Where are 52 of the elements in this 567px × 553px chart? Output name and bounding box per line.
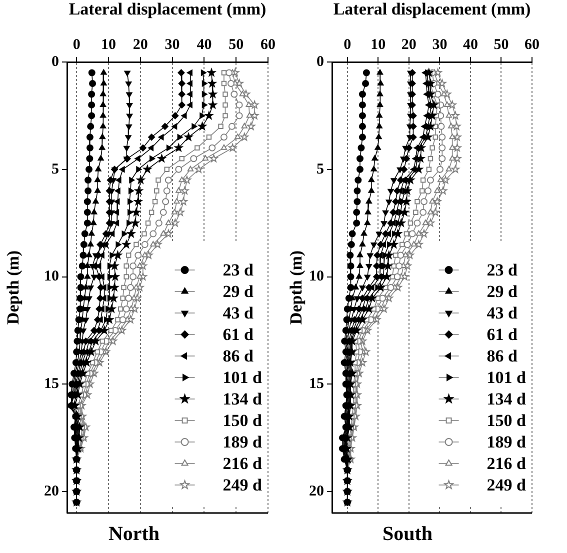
legend-label: 86 d bbox=[222, 346, 254, 366]
x-tick-label: 0 bbox=[344, 36, 352, 53]
legend-label: 134 d bbox=[486, 389, 527, 408]
legend-label: 150 d bbox=[222, 410, 263, 430]
x-tick-label: 50 bbox=[228, 36, 244, 53]
legend-label: 101 d bbox=[486, 368, 527, 387]
legend-label: 189 d bbox=[486, 432, 527, 452]
legend-label: 216 d bbox=[486, 454, 527, 473]
x-axis-title: Lateral displacement (mm) bbox=[333, 0, 531, 19]
legend-label: 61 d bbox=[486, 324, 518, 344]
x-tick-label: 20 bbox=[401, 36, 416, 53]
legend-label: 134 d bbox=[222, 389, 263, 408]
x-tick-label: 0 bbox=[72, 36, 80, 53]
x-tick-label: 10 bbox=[100, 36, 116, 53]
legend-label: 43 d bbox=[486, 303, 518, 322]
x-tick-label: 60 bbox=[524, 36, 540, 53]
x-tick-label: 50 bbox=[494, 36, 509, 53]
y-tick-label: 0 bbox=[52, 54, 59, 70]
x-tick-label: 40 bbox=[462, 36, 478, 53]
legend-label: 150 d bbox=[486, 410, 527, 430]
y-tick-label: 0 bbox=[316, 54, 324, 70]
x-tick-label: 30 bbox=[164, 36, 180, 53]
legend-label: 216 d bbox=[222, 454, 263, 473]
x-tick-label: 40 bbox=[196, 36, 212, 53]
y-tick-label: 10 bbox=[44, 268, 59, 285]
y-tick-label: 5 bbox=[52, 161, 59, 178]
text: North bbox=[108, 523, 160, 546]
y-axis-title: Depth (m) bbox=[286, 250, 306, 325]
x-tick-label: 30 bbox=[432, 36, 448, 53]
y-tick-label: 15 bbox=[309, 376, 324, 392]
legend-label: 23 d bbox=[222, 260, 254, 280]
y-tick-label: 20 bbox=[44, 483, 59, 500]
x-axis-title: Lateral displacement (mm) bbox=[68, 0, 266, 19]
legend-label: 189 d bbox=[222, 432, 263, 452]
y-tick-label: 5 bbox=[316, 161, 324, 178]
text: South bbox=[382, 523, 433, 546]
y-tick-label: 20 bbox=[309, 483, 324, 500]
x-tick-label: 60 bbox=[260, 36, 276, 53]
legend-label: 86 d bbox=[486, 346, 518, 366]
legend-label: 61 d bbox=[222, 324, 254, 344]
legend-label: 43 d bbox=[222, 303, 254, 322]
legend-label: 29 d bbox=[222, 282, 254, 301]
y-tick-label: 10 bbox=[309, 268, 324, 285]
legend-label: 29 d bbox=[486, 282, 518, 301]
y-tick-label: 15 bbox=[44, 376, 59, 392]
x-tick-label: 20 bbox=[132, 36, 148, 53]
legend-label: 249 d bbox=[222, 475, 263, 494]
legend-label: 101 d bbox=[222, 368, 263, 387]
y-axis-title: Depth (m) bbox=[4, 250, 23, 325]
legend-label: 23 d bbox=[486, 260, 518, 280]
legend-label: 249 d bbox=[486, 475, 527, 494]
x-tick-label: 10 bbox=[370, 36, 386, 53]
